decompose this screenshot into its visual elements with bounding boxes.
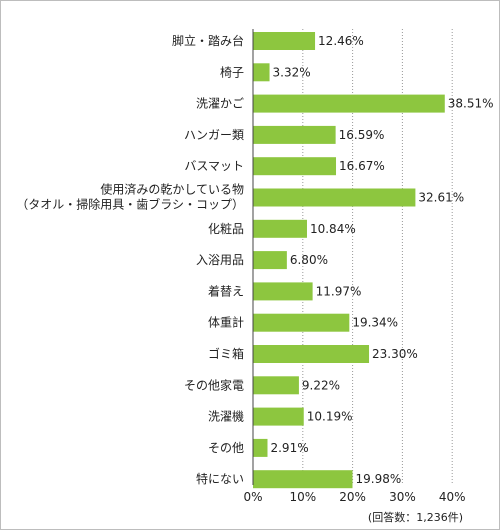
bar bbox=[253, 251, 287, 270]
category-label: その他 bbox=[208, 441, 244, 455]
bar bbox=[253, 407, 304, 426]
value-label: 16.67% bbox=[339, 159, 385, 173]
bar bbox=[253, 470, 353, 489]
value-label: 19.34% bbox=[352, 316, 398, 330]
value-label: 10.84% bbox=[310, 222, 356, 236]
bar bbox=[253, 313, 350, 332]
response-count-note: (回答数：1,236件) bbox=[368, 510, 463, 524]
value-label: 32.61% bbox=[418, 191, 464, 205]
category-label: 入浴用品 bbox=[196, 253, 244, 267]
category-label: その他家電 bbox=[184, 377, 244, 392]
category-label: （タオル・掃除用具・歯ブラシ・コップ） bbox=[16, 197, 244, 212]
category-label: 洗濯かご bbox=[196, 96, 244, 111]
bar bbox=[253, 157, 337, 176]
bar bbox=[253, 345, 370, 363]
category-label: 化粧品 bbox=[208, 222, 244, 236]
x-tick-label: 30% bbox=[389, 490, 416, 504]
category-label: 特にない bbox=[196, 471, 244, 486]
x-tick-label: 10% bbox=[289, 490, 316, 504]
x-tick-label: 0% bbox=[243, 490, 262, 504]
value-label: 19.98% bbox=[356, 472, 402, 486]
value-label: 2.91% bbox=[270, 441, 308, 455]
category-label: 着替え bbox=[208, 283, 244, 298]
category-label: 洗濯機 bbox=[208, 409, 244, 424]
category-label: 使用済みの乾かしている物 bbox=[100, 182, 244, 197]
bar bbox=[253, 125, 336, 144]
bar bbox=[253, 63, 270, 82]
value-label: 10.19% bbox=[307, 410, 353, 424]
category-label: 体重計 bbox=[208, 315, 244, 330]
category-label: 脚立・踏み台 bbox=[172, 33, 244, 48]
category-label: ゴミ箱 bbox=[208, 346, 244, 361]
value-label: 16.59% bbox=[339, 128, 385, 142]
bar bbox=[253, 32, 316, 50]
category-label: バスマット bbox=[184, 159, 244, 173]
value-label: 11.97% bbox=[316, 284, 362, 298]
bar bbox=[253, 376, 299, 395]
value-label: 6.80% bbox=[290, 253, 328, 267]
bar bbox=[253, 219, 307, 238]
value-label: 9.22% bbox=[302, 378, 340, 392]
label-layer: 0% 10% 20% 30% 40% 12.46% 脚立・踏み台 3.32% 椅子 38.51% 洗… bbox=[16, 33, 493, 504]
value-label: 12.46% bbox=[318, 34, 364, 48]
bar-layer bbox=[253, 32, 445, 489]
x-tick-label: 40% bbox=[439, 490, 466, 504]
value-label: 3.32% bbox=[273, 65, 311, 79]
bar bbox=[253, 188, 416, 207]
bar bbox=[253, 94, 445, 113]
category-label: ハンガー類 bbox=[184, 128, 244, 142]
bar bbox=[253, 282, 313, 301]
value-label: 23.30% bbox=[372, 347, 418, 361]
bar bbox=[253, 438, 268, 457]
x-tick-label: 20% bbox=[339, 490, 366, 504]
category-label: 椅子 bbox=[220, 65, 244, 79]
value-label: 38.51% bbox=[448, 97, 494, 111]
